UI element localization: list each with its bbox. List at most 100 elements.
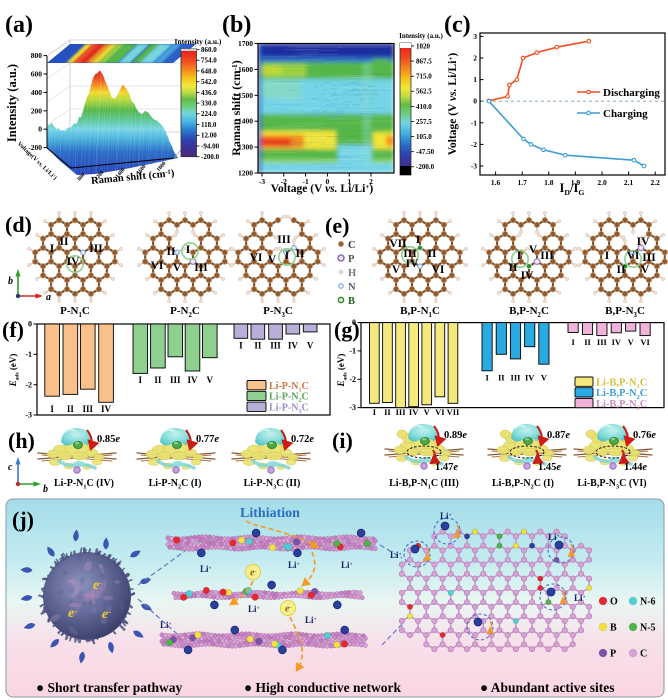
svg-text:I: I: [605, 250, 610, 262]
svg-text:II: II: [617, 264, 626, 276]
svg-text:(j): (j): [12, 507, 34, 532]
svg-text:III: III: [511, 372, 522, 382]
svg-text:200: 200: [31, 106, 43, 115]
svg-text:II: II: [60, 236, 69, 248]
svg-text:Li+: Li+: [548, 532, 560, 542]
svg-text:B,P-N1C: B,P-N1C: [400, 305, 440, 319]
svg-text:III: III: [540, 250, 554, 262]
svg-text:b: b: [43, 484, 48, 495]
svg-text:-47.50: -47.50: [416, 148, 435, 156]
svg-text:Li-B,P-N1C: Li-B,P-N1C: [596, 378, 647, 391]
svg-text:IV: IV: [406, 258, 419, 270]
svg-text:0.85e: 0.85e: [97, 434, 120, 445]
svg-text:IV: IV: [187, 375, 198, 385]
svg-text:(i): (i): [332, 428, 353, 453]
svg-text:IV: IV: [637, 236, 650, 248]
svg-text:1.9: 1.9: [571, 178, 581, 187]
svg-text:Raman shift (cm-1): Raman shift (cm-1): [229, 60, 243, 156]
svg-text:-1: -1: [349, 347, 356, 356]
svg-text:Li+: Li+: [160, 620, 172, 630]
svg-text:e-: e-: [93, 577, 102, 593]
svg-text:VII: VII: [447, 407, 460, 417]
svg-text:0: 0: [38, 125, 42, 134]
svg-text:e-: e-: [102, 606, 111, 622]
svg-text:0: 0: [28, 320, 32, 329]
svg-text:IV: IV: [525, 372, 535, 382]
svg-text:P: P: [348, 254, 355, 265]
svg-text:B: B: [348, 296, 355, 307]
svg-text:12.00: 12.00: [201, 132, 217, 140]
svg-text:II: II: [167, 246, 176, 258]
svg-text:P-N2C: P-N2C: [170, 305, 200, 319]
svg-text:1500: 1500: [238, 91, 253, 100]
svg-text:(e): (e): [325, 213, 349, 238]
svg-text:105.0: 105.0: [416, 133, 432, 141]
svg-text:III: III: [396, 407, 407, 417]
svg-text:(h): (h): [8, 428, 35, 453]
svg-text:VI: VI: [250, 252, 263, 264]
svg-text:(f): (f): [2, 317, 24, 342]
svg-text:800: 800: [77, 172, 87, 182]
svg-text:I: I: [285, 250, 290, 262]
svg-text:IV: IV: [612, 337, 622, 347]
svg-text:Li-P-N2C: Li-P-N2C: [269, 392, 309, 405]
svg-text:Li+: Li+: [440, 511, 452, 521]
svg-text:Eads (eV): Eads (eV): [336, 354, 348, 388]
svg-text:II: II: [584, 337, 591, 347]
svg-text:867.5: 867.5: [416, 58, 432, 66]
svg-text:Lithiation: Lithiation: [240, 506, 300, 521]
svg-text:H: H: [348, 268, 356, 279]
svg-text:V: V: [268, 254, 277, 266]
svg-text:a: a: [46, 292, 51, 303]
svg-text:V: V: [541, 372, 548, 382]
svg-text:-200.0: -200.0: [416, 163, 435, 171]
svg-text:0.87e: 0.87e: [547, 430, 570, 441]
svg-text:(b): (b): [222, 12, 251, 38]
svg-text:1: 1: [473, 75, 477, 84]
svg-text:1.47e: 1.47e: [435, 462, 458, 473]
svg-text:IV: IV: [409, 407, 419, 417]
svg-text:Li-B,P-N3C (VI): Li-B,P-N3C (VI): [577, 478, 646, 491]
svg-text:B,P-N2C: B,P-N2C: [509, 305, 549, 319]
svg-text:II: II: [509, 262, 518, 274]
svg-text:860.0: 860.0: [201, 46, 217, 54]
svg-text:VI: VI: [432, 264, 445, 276]
svg-text:V: V: [173, 262, 182, 274]
svg-text:III: III: [642, 252, 656, 264]
svg-text:Intensity (a.u.): Intensity (a.u.): [5, 64, 19, 142]
svg-text:II: II: [67, 404, 75, 414]
svg-text:-3: -3: [349, 403, 356, 412]
svg-text:1.8: 1.8: [544, 178, 554, 187]
svg-text:I: I: [50, 404, 54, 414]
svg-text:I: I: [239, 341, 243, 351]
svg-text:2.1: 2.1: [624, 178, 634, 187]
svg-text:1200: 1200: [94, 170, 106, 182]
svg-text:Voltage (V vs. Li/Li+): Voltage (V vs. Li/Li+): [271, 183, 374, 195]
svg-text:-2: -2: [25, 380, 32, 389]
svg-text:VI: VI: [640, 337, 650, 347]
svg-text:436.0: 436.0: [201, 89, 217, 97]
svg-text:● Short transfer pathway: ● Short transfer pathway: [36, 680, 183, 695]
svg-text:e-: e-: [68, 605, 77, 621]
svg-text:Li-P-N2C (I): Li-P-N2C (I): [149, 478, 202, 491]
svg-text:0: 0: [473, 97, 477, 106]
svg-text:118.0: 118.0: [201, 121, 217, 129]
svg-text:II: II: [154, 375, 162, 385]
svg-text:1.45e: 1.45e: [538, 462, 561, 473]
svg-text:1: 1: [347, 177, 351, 186]
svg-text:Li-B,P-N2C: Li-B,P-N2C: [596, 388, 647, 401]
svg-text:1800: 1800: [156, 161, 168, 173]
svg-text:I: I: [571, 337, 575, 347]
svg-text:I: I: [50, 243, 55, 255]
svg-text:VI: VI: [151, 260, 164, 272]
svg-text:0.77e: 0.77e: [196, 434, 219, 445]
svg-text:Li-P-N1C (IV): Li-P-N1C (IV): [54, 478, 114, 491]
svg-text:Li-B,P-N1C (III): Li-B,P-N1C (III): [389, 478, 459, 491]
svg-text:542.0: 542.0: [201, 78, 217, 86]
svg-text:1600: 1600: [136, 164, 148, 176]
svg-text:P-N3C: P-N3C: [263, 305, 293, 319]
svg-text:330.0: 330.0: [201, 100, 217, 108]
svg-text:e-: e-: [285, 604, 292, 615]
svg-text:2.2: 2.2: [651, 178, 661, 187]
svg-text:Li-B,P-N3C: Li-B,P-N3C: [596, 399, 647, 412]
